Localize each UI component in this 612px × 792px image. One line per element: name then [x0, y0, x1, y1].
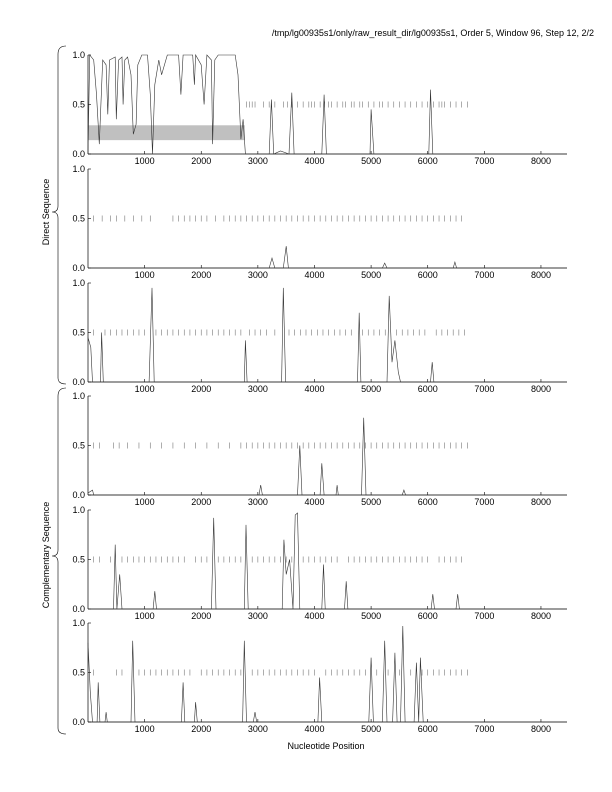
coding-potential-line [87, 53, 567, 155]
x-tick-label: 1000 [135, 156, 155, 166]
x-tick-label: 6000 [418, 611, 438, 621]
x-tick-label: 7000 [474, 156, 494, 166]
y-tick-label: 1.0 [72, 50, 85, 60]
x-tick-label: 6000 [418, 156, 438, 166]
panel-2: 0.0 0.5 1.0 1000 2000 3000 4000 5000 6000 7000 800… [72, 164, 567, 280]
panel-4: 0.0 0.5 1.0 1000 2000 3000 4000 5000 6000 7000 800… [72, 391, 567, 507]
coding-potential-line [87, 625, 567, 723]
coding-potential-line [87, 417, 567, 496]
y-tick-label: 1.0 [72, 164, 85, 174]
x-tick-label: 1000 [135, 384, 155, 394]
panel-5: 0.0 0.5 1.0 1000 2000 3000 4000 5000 6000 7000 800… [72, 505, 567, 621]
x-tick-label: 6000 [418, 497, 438, 507]
y-tick-label: 0.0 [72, 149, 85, 159]
x-tick-label: 5000 [361, 497, 381, 507]
y-tick-label: 0.0 [72, 490, 85, 500]
x-tick-label: 3000 [248, 156, 268, 166]
y-tick-label: 0.5 [72, 555, 85, 565]
y-tick-label: 0.0 [72, 377, 85, 387]
x-tick-label: 8000 [531, 270, 551, 280]
x-tick-label: 4000 [304, 611, 324, 621]
complementary-sequence-label: Complementary Sequence [41, 502, 51, 609]
x-tick-label: 7000 [474, 724, 494, 734]
x-tick-label: 7000 [474, 384, 494, 394]
x-tick-label: 4000 [304, 156, 324, 166]
x-tick-label: 1000 [135, 270, 155, 280]
x-tick-label: 8000 [531, 611, 551, 621]
y-tick-label: 1.0 [72, 505, 85, 515]
x-tick-label: 6000 [418, 270, 438, 280]
x-tick-label: 6000 [418, 724, 438, 734]
y-tick-label: 1.0 [72, 618, 85, 628]
x-tick-label: 2000 [191, 724, 211, 734]
y-tick-label: 0.0 [72, 717, 85, 727]
x-tick-label: 5000 [361, 724, 381, 734]
x-tick-label: 7000 [474, 611, 494, 621]
x-tick-label: 7000 [474, 497, 494, 507]
chart-title: /tmp/lg00935s1/only/raw_result_dir/lg009… [272, 28, 594, 38]
x-tick-label: 5000 [361, 156, 381, 166]
panel-6: 0.0 0.5 1.0 1000 2000 3000 4000 5000 6000 7000 800… [72, 618, 567, 734]
panel-3: 0.0 0.5 1.0 1000 2000 3000 4000 5000 6000 7000 800… [72, 278, 567, 394]
y-tick-label: 0.5 [72, 668, 85, 678]
x-tick-label: 8000 [531, 497, 551, 507]
x-tick-label: 2000 [191, 156, 211, 166]
coding-potential-line [88, 512, 567, 610]
x-tick-label: 2000 [191, 270, 211, 280]
highlight-region [88, 125, 245, 141]
complementary-bracket [51, 387, 67, 735]
y-tick-label: 0.0 [72, 263, 85, 273]
x-tick-label: 7000 [474, 270, 494, 280]
x-tick-label: 8000 [531, 156, 551, 166]
x-axis-label: Nucleotide Position [287, 741, 364, 751]
x-tick-label: 1000 [135, 611, 155, 621]
x-tick-label: 5000 [361, 270, 381, 280]
x-tick-label: 1000 [135, 497, 155, 507]
x-tick-label: 3000 [248, 724, 268, 734]
y-tick-label: 0.5 [72, 100, 85, 110]
coding-potential-line [87, 287, 567, 383]
x-tick-label: 2000 [191, 384, 211, 394]
panel-1: 0.0 0.5 1.0 1000 2000 3000 4000 5000 6000 7000 800… [72, 50, 567, 166]
direct-sequence-label: Direct Sequence [41, 179, 51, 246]
y-tick-label: 0.5 [72, 214, 85, 224]
x-tick-label: 5000 [361, 384, 381, 394]
coding-potential-line [88, 246, 567, 269]
x-tick-label: 3000 [248, 611, 268, 621]
x-tick-label: 3000 [248, 384, 268, 394]
x-tick-label: 1000 [135, 724, 155, 734]
y-tick-label: 0.5 [72, 328, 85, 338]
y-tick-label: 1.0 [72, 278, 85, 288]
x-tick-label: 2000 [191, 611, 211, 621]
x-tick-label: 4000 [304, 724, 324, 734]
x-tick-label: 4000 [304, 497, 324, 507]
x-tick-label: 3000 [248, 270, 268, 280]
x-tick-label: 4000 [304, 270, 324, 280]
x-tick-label: 4000 [304, 384, 324, 394]
x-tick-label: 5000 [361, 611, 381, 621]
y-tick-label: 0.0 [72, 604, 85, 614]
x-tick-label: 3000 [248, 497, 268, 507]
x-tick-label: 2000 [191, 497, 211, 507]
y-tick-label: 1.0 [72, 391, 85, 401]
y-tick-label: 0.5 [72, 441, 85, 451]
x-tick-label: 8000 [531, 724, 551, 734]
x-tick-label: 8000 [531, 384, 551, 394]
direct-bracket [51, 45, 67, 385]
x-tick-label: 6000 [418, 384, 438, 394]
